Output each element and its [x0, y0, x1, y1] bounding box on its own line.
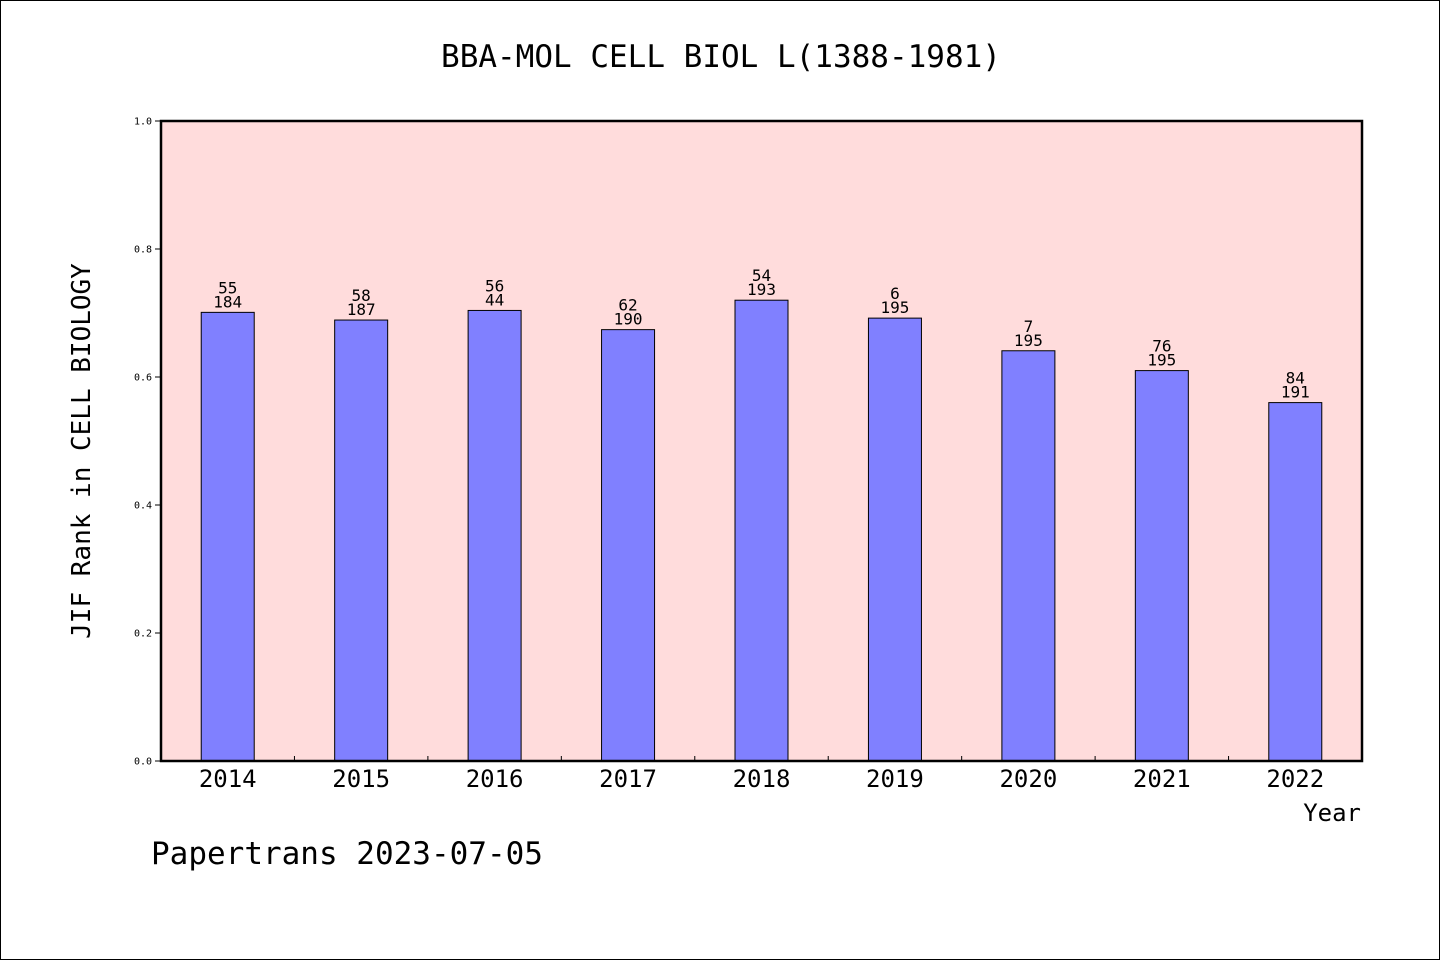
- bar-label-bottom: 44: [485, 290, 504, 309]
- bar-2016: [467, 309, 522, 762]
- bar-2014: [200, 311, 255, 762]
- bar-label-bottom: 195: [1014, 331, 1043, 350]
- bar-2020: [1001, 350, 1056, 762]
- bar-label-top: 76: [1152, 337, 1171, 356]
- y-tick-label: 0.6: [134, 373, 152, 384]
- bar-2018: [734, 299, 789, 762]
- x-tick-label: 2016: [466, 765, 524, 793]
- bar-label-top: 54: [752, 266, 771, 285]
- x-tick-label: 2021: [1133, 765, 1191, 793]
- x-tick-label: 2017: [599, 765, 657, 793]
- y-tick-label: 1.0: [134, 117, 152, 128]
- bar-label-bottom: 184: [213, 292, 242, 311]
- y-axis-label: JIF Rank in CELL BIOLOGY: [67, 263, 97, 639]
- x-tick-label: 2015: [332, 765, 390, 793]
- bar-label-bottom: 187: [347, 300, 376, 319]
- bar-label-bottom: 191: [1281, 383, 1310, 402]
- x-tick-label: 2018: [733, 765, 791, 793]
- plot-border: [159, 119, 1364, 763]
- bar-2021: [1134, 370, 1189, 762]
- y-tick-label: 0.4: [134, 501, 152, 512]
- bar-label-bottom: 190: [614, 310, 643, 329]
- y-tick-label: 0.8: [134, 245, 152, 256]
- bar-label-top: 6: [890, 284, 900, 303]
- bar-label-top: 55: [218, 278, 237, 297]
- x-tick-label: 2014: [199, 765, 257, 793]
- bar-2015: [334, 319, 389, 762]
- x-axis-label: Year: [1303, 799, 1361, 827]
- bar-label-top: 62: [618, 296, 637, 315]
- bar-label-top: 84: [1286, 369, 1305, 388]
- x-tick-label: 2022: [1266, 765, 1324, 793]
- chart-title: BBA-MOL CELL BIOL L(1388-1981): [441, 39, 1001, 75]
- bar-label-bottom: 195: [880, 298, 909, 317]
- bar-label-top: 56: [485, 276, 504, 295]
- x-tick-label: 2019: [866, 765, 924, 793]
- bar-2019: [867, 317, 922, 762]
- bar-label-top: 58: [352, 286, 371, 305]
- bar-label-bottom: 195: [1147, 351, 1176, 370]
- x-tick-label: 2020: [999, 765, 1057, 793]
- bar-2022: [1268, 402, 1323, 762]
- y-tick-label: 0.0: [134, 757, 152, 768]
- bar-label-top: 7: [1024, 317, 1034, 336]
- bar-2017: [601, 329, 656, 762]
- watermark-text: Papertrans 2023-07-05: [151, 836, 543, 872]
- bar-label-bottom: 193: [747, 280, 776, 299]
- y-tick-label: 0.2: [134, 629, 152, 640]
